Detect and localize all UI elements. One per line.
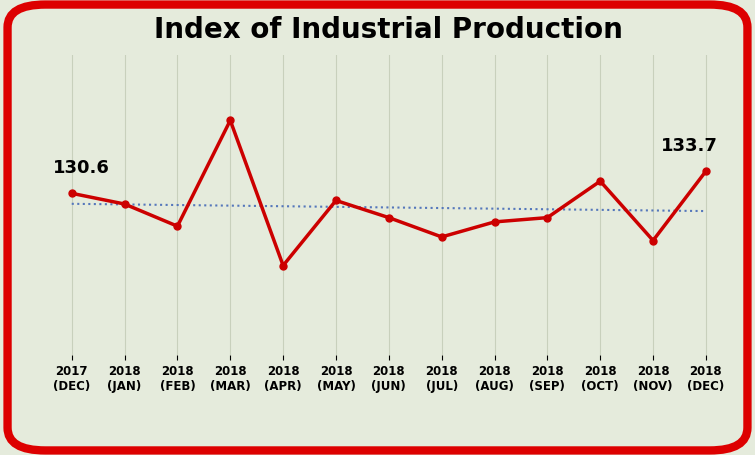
Text: 133.7: 133.7 [661, 137, 718, 155]
Text: 130.6: 130.6 [53, 159, 110, 177]
Title: Index of Industrial Production: Index of Industrial Production [154, 16, 624, 44]
